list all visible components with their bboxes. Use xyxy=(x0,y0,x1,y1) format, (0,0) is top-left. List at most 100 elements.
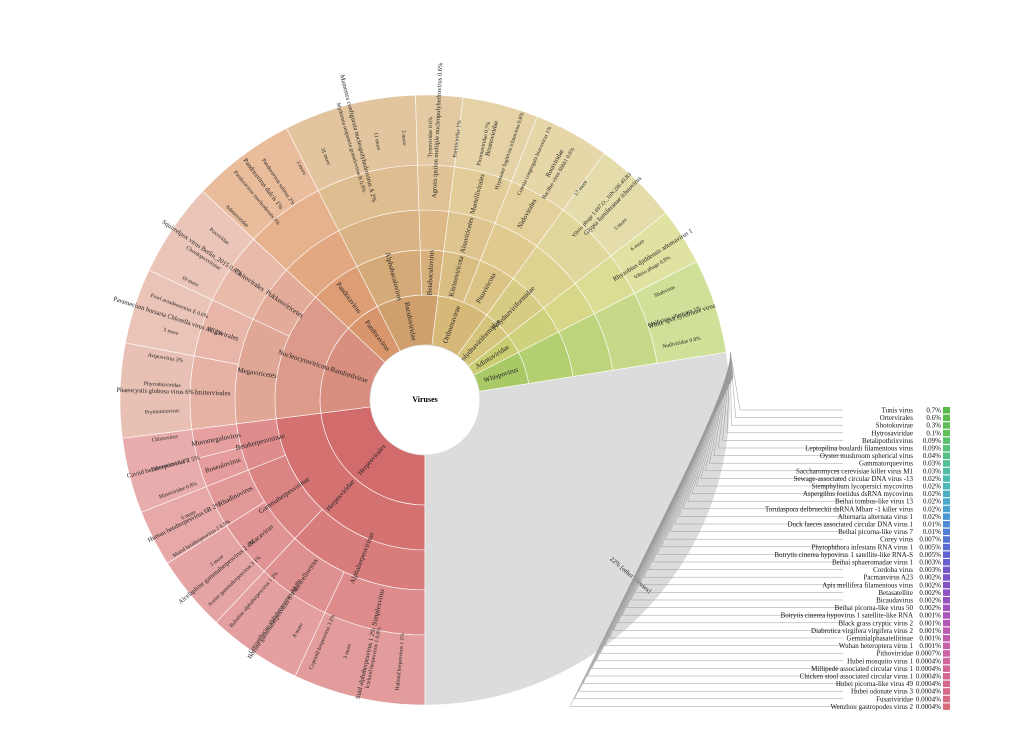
legend-item-name[interactable]: Black grass cryptic virus 2 xyxy=(838,619,913,627)
legend-item-name[interactable]: Torulaspora delbrueckii dsRNA Mbarr -1 k… xyxy=(765,505,913,513)
legend-item-name[interactable]: Cordoba virus xyxy=(873,566,913,574)
legend-swatch[interactable] xyxy=(943,627,950,634)
legend-swatch[interactable] xyxy=(943,665,950,672)
legend-item-name[interactable]: Ortervirales xyxy=(880,414,914,422)
legend-swatch[interactable] xyxy=(943,619,950,627)
legend-item-name[interactable]: Leptopilina boulardi filamentous virus xyxy=(805,445,913,453)
legend-item-name[interactable]: Beihai picorna-like virus 50 xyxy=(835,604,914,612)
legend-item-name[interactable]: Betalipothrixvirus xyxy=(862,437,913,445)
legend-item-name[interactable]: Oyster mushroom spherical virus xyxy=(820,452,913,460)
legend-item-percent: 0.0004% xyxy=(916,680,941,688)
legend-item-name[interactable]: Botrytis cinerea hypovirus 1 satellite-l… xyxy=(781,612,913,620)
center-label: Viruses xyxy=(412,395,437,404)
legend-item-percent: 0.002% xyxy=(919,597,941,605)
legend-swatch[interactable] xyxy=(943,437,950,444)
legend-item-name[interactable]: Beihai tombus-like virus 13 xyxy=(835,498,913,506)
legend-swatch[interactable] xyxy=(943,490,950,498)
legend-swatch[interactable] xyxy=(943,657,950,665)
legend-item-name[interactable]: Wenzhou gastropodes virus 2 xyxy=(831,703,914,711)
legend-swatch[interactable] xyxy=(943,429,950,437)
legend-item-percent: 0.09% xyxy=(923,437,941,445)
legend-item-name[interactable]: Gammatorquevirus xyxy=(859,460,913,468)
legend-item-percent: 0.03% xyxy=(923,467,941,475)
legend-swatch[interactable] xyxy=(943,566,950,574)
legend-item-name[interactable]: Shotokuvirae xyxy=(876,422,913,430)
legend-item-percent: 0.001% xyxy=(919,642,941,650)
legend-swatch[interactable] xyxy=(943,680,950,688)
legend-swatch[interactable] xyxy=(943,498,950,505)
legend-item-percent: 0.02% xyxy=(923,483,941,491)
legend-swatch[interactable] xyxy=(943,475,950,482)
legend-item-name[interactable]: Phytophthora infestans RNA virus 1 xyxy=(812,543,914,551)
legend-swatch[interactable] xyxy=(943,513,950,520)
legend-swatch[interactable] xyxy=(943,445,950,452)
legend-swatch[interactable] xyxy=(943,688,950,695)
minor-label: Prymnesiovirus xyxy=(145,408,180,416)
legend-item-name[interactable]: Beihai picorna-like virus 7 xyxy=(838,528,913,536)
legend-item-name[interactable]: Wuhan heteroptera virus 1 xyxy=(839,642,914,650)
legend-item-name[interactable]: Botrytis cinerea hypovirus 1 satellite-l… xyxy=(774,551,913,559)
legend-swatch[interactable] xyxy=(943,505,950,513)
legend-swatch[interactable] xyxy=(943,703,950,710)
legend-swatch[interactable] xyxy=(943,559,950,566)
legend-item-percent: 0.0004% xyxy=(916,695,941,703)
legend-item-percent: 0.01% xyxy=(923,521,941,529)
legend-item-name[interactable]: Apis mellifera filamentous virus xyxy=(822,581,913,589)
legend-swatch[interactable] xyxy=(943,452,950,460)
legend-swatch[interactable] xyxy=(943,551,950,558)
legend-swatch[interactable] xyxy=(943,536,950,543)
legend-item-name[interactable]: Millipede associated circular virus 1 xyxy=(811,665,913,673)
legend-item-name[interactable]: Hytrosaviridae xyxy=(871,429,913,437)
legend-item-percent: 0.02% xyxy=(923,505,941,513)
legend-item-name[interactable]: Corey virus xyxy=(880,536,913,544)
legend-swatch[interactable] xyxy=(943,543,950,551)
legend-swatch[interactable] xyxy=(943,460,950,467)
legend-swatch[interactable] xyxy=(943,574,950,581)
legend-swatch[interactable] xyxy=(943,521,950,528)
legend-item-name[interactable]: Diabrotica virgifera virgifera virus 2 xyxy=(811,627,913,635)
legend-item-name[interactable]: Pithovirridae xyxy=(876,650,913,658)
legend-item-name[interactable]: Fusariviridae xyxy=(876,695,913,703)
legend-item-percent: 0.001% xyxy=(919,612,941,620)
legend-swatch[interactable] xyxy=(943,597,950,604)
legend-item-name[interactable]: Beihai sphaeromadae virus 1 xyxy=(832,559,914,567)
legend-item-name[interactable]: Pacmanvirus A23 xyxy=(863,574,913,582)
legend-item-name[interactable]: Stemphylium lycopersici mycovirus xyxy=(812,483,914,491)
legend-swatch[interactable] xyxy=(943,635,950,642)
legend-item-name[interactable]: Hubei picorna-like virus 49 xyxy=(836,680,914,688)
legend-swatch[interactable] xyxy=(943,695,950,703)
legend-item-name[interactable]: Betasatellite xyxy=(878,589,913,597)
legend-swatch[interactable] xyxy=(943,581,950,589)
legend-swatch[interactable] xyxy=(943,414,950,422)
legend-swatch[interactable] xyxy=(943,642,950,650)
center-hub[interactable] xyxy=(369,344,481,456)
legend-swatch[interactable] xyxy=(943,612,950,619)
legend-item-name[interactable]: Hubei mosquito virus 1 xyxy=(847,657,913,665)
legend-item-name[interactable]: Tunis virus xyxy=(882,407,914,415)
legend-swatch[interactable] xyxy=(943,422,950,429)
legend-item-name[interactable]: Hubei odonate virus 3 xyxy=(851,688,914,696)
legend-swatch[interactable] xyxy=(943,589,950,596)
legend-item-percent: 0.002% xyxy=(919,581,941,589)
minor-label: 3 more xyxy=(343,643,353,660)
legend-swatch[interactable] xyxy=(943,650,950,657)
legend-item-name[interactable]: Geminialphasatellitinae xyxy=(847,635,913,643)
legend-item-percent: 0.03% xyxy=(923,460,941,468)
legend-item-name[interactable]: Saccharomyces cerevisiae killer virus M1 xyxy=(796,467,914,475)
legend-item-percent: 0.02% xyxy=(923,475,941,483)
legend-item-name[interactable]: Duck faeces associated circular DNA viru… xyxy=(787,521,913,529)
legend-item-percent: 0.005% xyxy=(919,543,941,551)
legend-item-name[interactable]: Chicken stool associated circular virus … xyxy=(800,673,914,681)
legend-swatch[interactable] xyxy=(943,407,950,414)
ring-label: Imitervirales xyxy=(195,388,231,397)
legend-swatch[interactable] xyxy=(943,673,950,680)
legend-swatch[interactable] xyxy=(943,604,950,612)
legend-swatch[interactable] xyxy=(943,467,950,475)
legend-swatch[interactable] xyxy=(943,528,950,536)
legend-item-name[interactable]: Aspergillus foetidus dsRNA mycovirus xyxy=(803,490,913,498)
legend-item-name[interactable]: Alternaria alternata virus 1 xyxy=(838,513,914,521)
legend-item-name[interactable]: Bicaudavirus xyxy=(876,597,913,605)
legend-item-name[interactable]: Sewage-associated circular DNA virus -13 xyxy=(794,475,914,483)
legend-swatch[interactable] xyxy=(943,483,950,490)
